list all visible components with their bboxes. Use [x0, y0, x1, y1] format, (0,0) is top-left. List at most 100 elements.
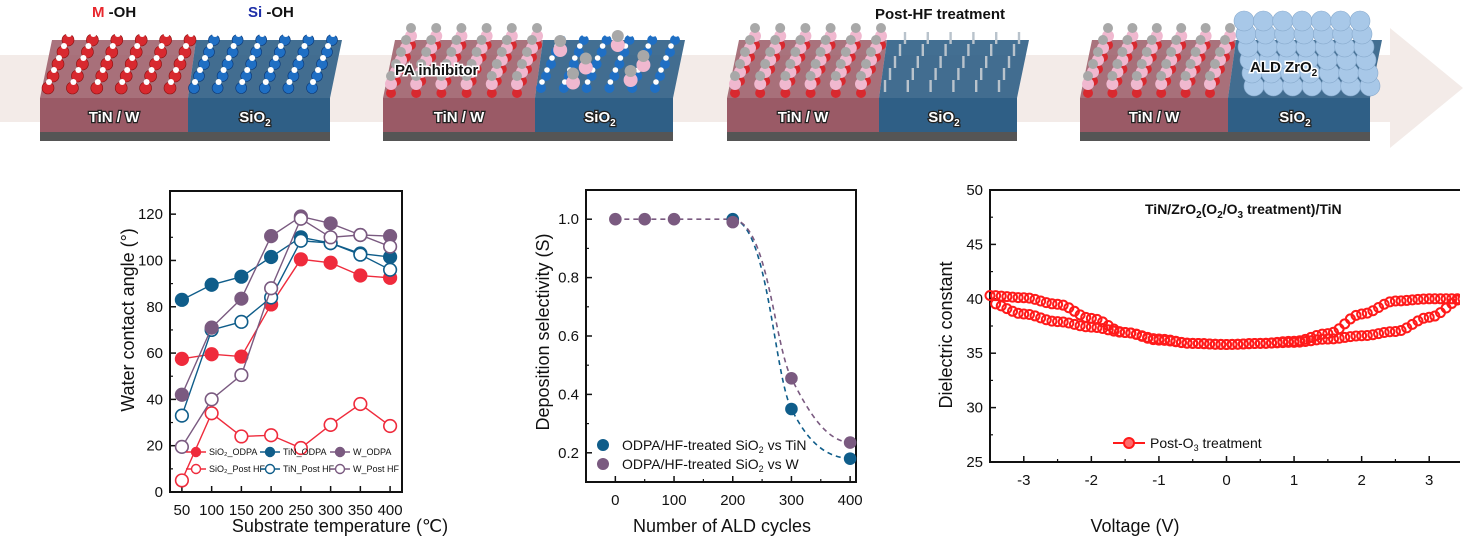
h-atom — [70, 79, 77, 85]
contact-angle-chart: Water contact angle (°) Substrate temper… — [118, 190, 448, 536]
data-point-reverse — [1074, 320, 1086, 332]
data-point — [234, 291, 249, 306]
h-atom — [306, 31, 313, 37]
pa-tail — [730, 71, 740, 81]
h-atom — [607, 79, 614, 85]
y-tick-label: 1.0 — [558, 211, 579, 228]
data-point-reverse — [1114, 326, 1126, 338]
oxide-label: SiO2 — [584, 109, 616, 129]
h-atom — [61, 43, 67, 49]
h-atom — [143, 79, 150, 85]
oxide-block — [535, 98, 673, 132]
pa-tail — [850, 23, 861, 33]
pa-tail — [1141, 47, 1152, 57]
h-atom — [645, 43, 651, 49]
data-point — [264, 229, 279, 244]
data-point — [293, 252, 308, 267]
si-bond-stub — [883, 80, 887, 92]
substrate-base — [383, 132, 673, 141]
h-atom — [584, 79, 591, 85]
zro2-particle — [1253, 10, 1274, 32]
h-atom — [272, 55, 279, 61]
pa-tail — [1195, 35, 1206, 45]
data-point — [174, 292, 189, 307]
si-bond-stub — [962, 56, 965, 68]
data-point — [323, 417, 338, 432]
oxide-label: SiO2 — [1279, 109, 1311, 129]
y-tick-label: 60 — [146, 345, 163, 362]
pa-molecule — [779, 78, 792, 90]
pa-molecule — [804, 78, 817, 90]
data-point-reverse — [1147, 333, 1159, 345]
data-point-reverse — [1187, 337, 1199, 349]
h-atom — [653, 79, 659, 85]
fit-0 — [732, 218, 851, 460]
h-atom — [325, 43, 331, 49]
x-axis-title: Substrate temperature (℃) — [232, 516, 448, 536]
data-point-forward — [984, 290, 996, 302]
data-point — [353, 396, 368, 412]
metal-block — [40, 98, 188, 132]
data-point-reverse — [1164, 334, 1176, 346]
data-point-forward — [1035, 295, 1047, 307]
si-oh-molecule — [670, 35, 680, 45]
o-atom — [730, 88, 740, 98]
si-oh-molecule — [655, 71, 665, 81]
h-atom — [604, 31, 611, 37]
pa-tail — [451, 35, 462, 45]
y-tick-label: 45 — [966, 236, 983, 253]
si-bond-stub — [944, 44, 947, 56]
data-point-reverse — [1029, 310, 1041, 322]
h-atom — [301, 43, 308, 49]
h-atom — [235, 31, 242, 37]
h-atom — [215, 79, 222, 85]
metal-block — [727, 98, 879, 132]
h-atom — [85, 43, 92, 49]
y-axis-title: Deposition selectivity (S) — [533, 233, 553, 430]
legend: ODPA/HF-treated SiO2 vs TiNODPA/HF-treat… — [597, 437, 806, 474]
data-point-reverse — [1327, 333, 1339, 345]
h-atom — [51, 67, 57, 73]
h-atom — [220, 67, 227, 73]
pa-molecule — [435, 78, 448, 90]
fit-curve — [732, 218, 851, 460]
data-point-forward — [1395, 295, 1407, 307]
legend-label: SiO₂_Post HF — [209, 464, 266, 474]
x-tick-label: 100 — [199, 502, 224, 519]
data-point-forward — [1418, 293, 1430, 305]
pa-tail — [1161, 59, 1172, 69]
y-axis-title: Dielectric constant — [936, 261, 956, 408]
si-oh-molecule — [536, 83, 546, 93]
data-point-reverse — [1175, 336, 1187, 348]
y-tick-label: 0.2 — [558, 445, 579, 462]
h-atom — [267, 67, 274, 73]
data-point-reverse — [1209, 338, 1221, 350]
data-point-reverse — [1249, 337, 1261, 349]
data-point-reverse — [1108, 325, 1120, 337]
pa-tail — [512, 71, 522, 81]
si-bond-stub — [921, 44, 924, 56]
data-point-reverse — [1389, 325, 1401, 337]
h-atom — [139, 31, 146, 37]
pa-tail — [1151, 23, 1162, 33]
pa-tail — [421, 47, 432, 57]
data-point-reverse — [1102, 324, 1114, 336]
h-atom — [244, 67, 251, 73]
data-point-reverse — [1142, 331, 1154, 343]
si-bond-stub — [957, 68, 960, 80]
pa-tail — [431, 23, 442, 33]
pa-molecule — [855, 78, 867, 90]
h-atom — [158, 43, 165, 49]
si-bond-stub — [903, 32, 907, 44]
data-point-reverse — [1294, 336, 1306, 348]
h-atom — [296, 55, 303, 61]
series-0 — [726, 212, 857, 465]
h-atom — [282, 31, 289, 37]
data-point-reverse — [1068, 318, 1080, 330]
h-atom — [148, 67, 155, 73]
pa-tail — [579, 52, 592, 65]
o-atom — [1156, 88, 1167, 98]
pa-molecule — [1130, 78, 1143, 90]
si-bond-stub — [1012, 44, 1016, 56]
data-point — [174, 439, 189, 454]
